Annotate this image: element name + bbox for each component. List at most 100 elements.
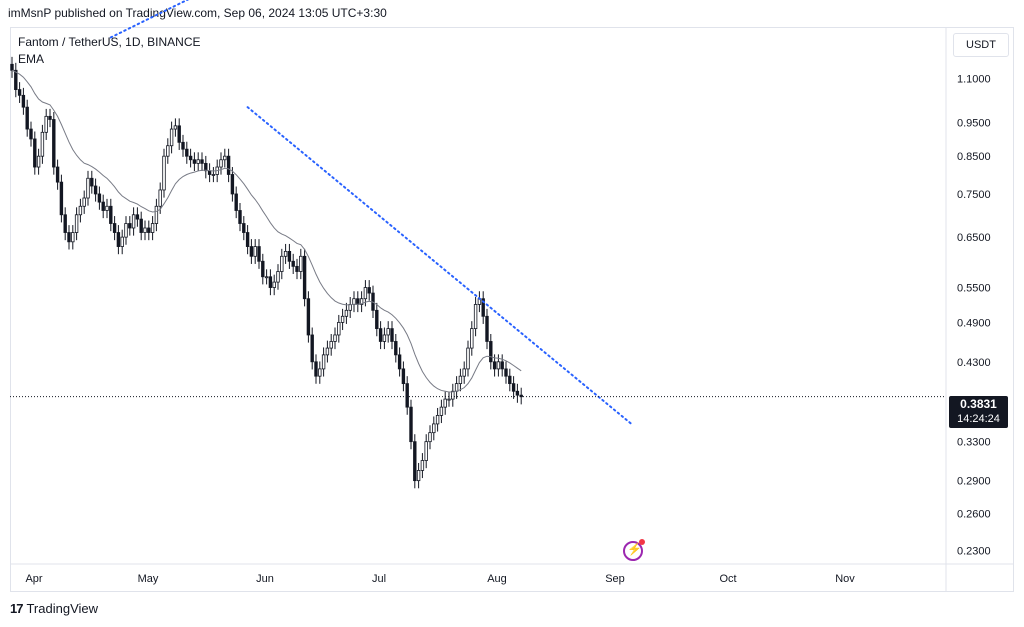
candle-body: [238, 210, 242, 224]
candle-body: [48, 115, 52, 120]
candle-body: [367, 287, 371, 294]
candle-body: [348, 304, 352, 311]
candle-body: [139, 218, 143, 233]
y-tick-label: 0.8500: [957, 151, 991, 163]
candle-body: [211, 174, 216, 176]
candle-body: [276, 271, 280, 283]
x-tick-label: Jul: [372, 573, 386, 585]
candle-body: [500, 361, 504, 370]
candle-body: [268, 276, 273, 288]
x-tick-label: Oct: [719, 573, 736, 585]
candle-body: [378, 328, 383, 342]
lightning-event-icon[interactable]: [623, 539, 645, 561]
candle-body: [492, 361, 497, 370]
bar-countdown: 14:24:24: [957, 413, 1000, 425]
currency-button[interactable]: USDT: [953, 33, 1009, 57]
publish-header: imMsnP published on TradingView.com, Sep…: [8, 6, 387, 20]
candle-body: [310, 334, 314, 363]
chart-legend: Fantom / TetherUS, 1D, BINANCE EMA: [18, 34, 201, 68]
candle-body: [264, 276, 269, 279]
candle-body: [63, 214, 67, 233]
candle-body: [192, 159, 197, 164]
candle-body: [337, 321, 341, 336]
y-tick-label: 0.2300: [957, 546, 991, 558]
candle-body: [173, 125, 178, 130]
candle-body: [409, 406, 413, 443]
candle-body: [253, 246, 257, 257]
candle-body: [33, 138, 37, 168]
candle-body: [17, 89, 22, 96]
y-tick-label: 0.2900: [957, 476, 991, 488]
x-tick-label: Jun: [256, 573, 274, 585]
candle-body: [420, 460, 425, 471]
candle-body: [443, 398, 447, 408]
candle-body: [283, 250, 288, 257]
candle-body: [71, 232, 75, 243]
candle-body: [318, 368, 322, 377]
candle-body: [432, 423, 436, 434]
ema-line: [11, 69, 522, 393]
candle-body: [272, 281, 276, 288]
candle-body: [363, 287, 368, 300]
candle-body: [519, 394, 523, 398]
candle-body: [135, 214, 140, 220]
candle-body: [59, 181, 64, 216]
candle-body: [36, 155, 41, 168]
candle-body: [86, 177, 90, 199]
tradingview-logo-icon: 17: [10, 601, 24, 616]
candle-body: [405, 383, 409, 408]
candle-body: [413, 441, 417, 482]
indicator-label[interactable]: EMA: [18, 52, 45, 66]
candle-body: [219, 159, 223, 168]
candle-body: [230, 174, 235, 195]
candle-body: [120, 236, 124, 247]
candle-body: [325, 347, 330, 356]
candle-body: [40, 131, 45, 157]
candle-body: [496, 361, 501, 370]
candle-body: [188, 155, 193, 161]
candle-body: [128, 223, 132, 229]
candle-body: [116, 232, 121, 247]
candle-body: [21, 94, 26, 108]
candle-body: [44, 115, 48, 133]
candle-body: [74, 214, 79, 233]
candle-body: [78, 205, 83, 216]
trendline: [246, 106, 633, 425]
candle-body: [321, 354, 326, 370]
candle-body: [447, 398, 451, 401]
candle-body: [223, 155, 227, 161]
candle-body: [261, 260, 265, 278]
y-tick-label: 0.9500: [957, 118, 991, 130]
y-tick-label: 1.1000: [957, 73, 991, 85]
candle-body: [428, 432, 432, 443]
candle-body: [451, 390, 455, 400]
candle-body: [287, 250, 292, 262]
last-price-badge: 0.3831 14:24:24: [949, 396, 1008, 428]
candle-body: [439, 406, 444, 416]
candle-body: [112, 223, 117, 233]
candle-body: [93, 185, 98, 195]
candle-body: [185, 148, 189, 157]
chart-frame: [10, 27, 1014, 592]
candle-body: [25, 106, 29, 130]
candle-body: [245, 232, 250, 247]
x-tick-label: Sep: [605, 573, 625, 585]
candle-body: [166, 145, 170, 157]
candle-body: [489, 341, 493, 363]
candle-body: [340, 315, 345, 323]
candle-body: [196, 159, 200, 164]
candle-body: [257, 246, 261, 262]
candle-body: [97, 193, 102, 203]
candle-body: [177, 125, 181, 143]
candle-body: [295, 265, 299, 272]
candle-body: [401, 368, 406, 385]
candle-body: [359, 298, 364, 305]
footer[interactable]: 17 TradingView: [10, 601, 98, 616]
candle-body: [82, 197, 86, 207]
candle-body: [435, 415, 440, 425]
candle-body: [504, 368, 508, 377]
candle-body: [158, 189, 162, 207]
candle-body: [390, 328, 394, 342]
candle-body: [147, 227, 151, 233]
